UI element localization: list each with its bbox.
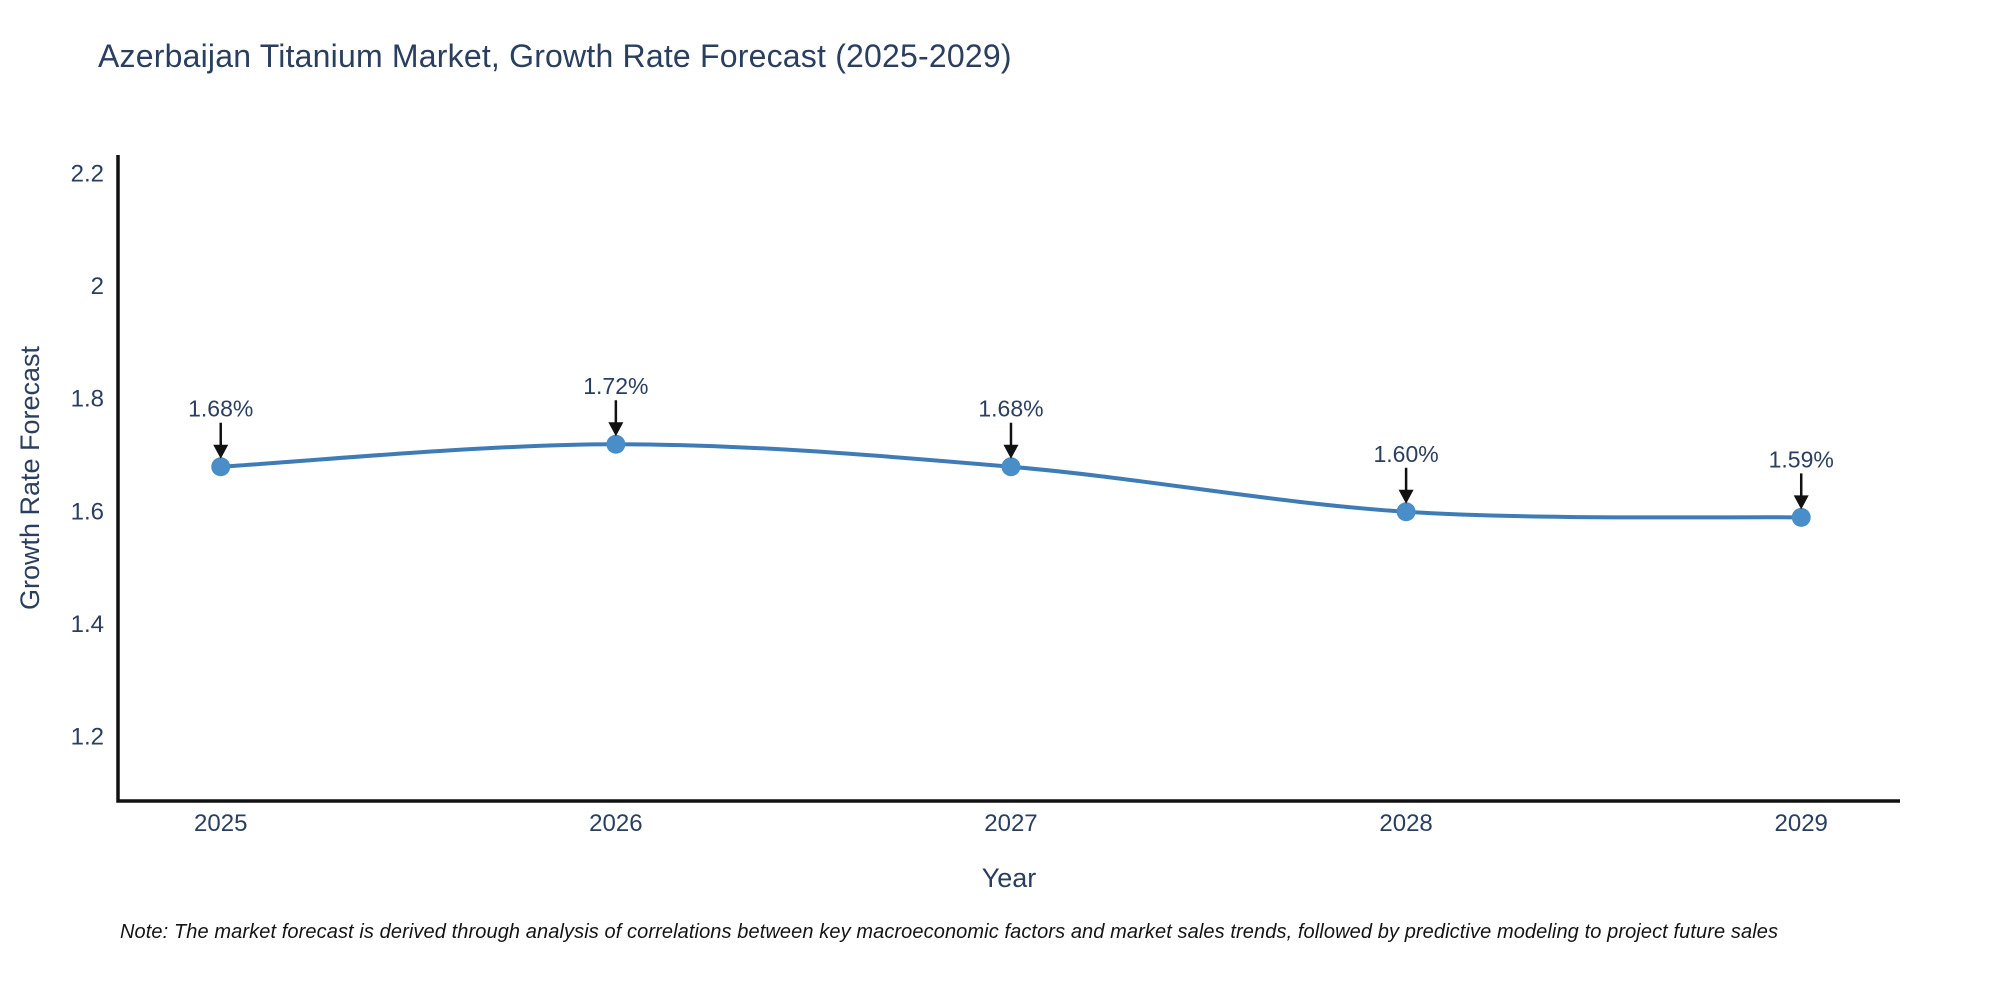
y-tick-label: 1.2 xyxy=(71,723,104,750)
x-tick-label: 2026 xyxy=(589,810,642,837)
x-tick-label: 2029 xyxy=(1775,810,1828,837)
axis-spines xyxy=(116,155,1900,803)
annotation-arrow-head xyxy=(608,422,624,437)
data-point-label: 1.60% xyxy=(1373,441,1438,467)
data-point-label: 1.68% xyxy=(978,396,1043,422)
data-point-marker xyxy=(211,457,231,477)
x-tick-label: 2025 xyxy=(194,810,247,837)
y-tick-label: 1.8 xyxy=(71,386,104,413)
y-axis-title: Growth Rate Forecast xyxy=(15,345,45,610)
x-tick-label: 2028 xyxy=(1379,810,1432,837)
footnote-text: Note: The market forecast is derived thr… xyxy=(120,921,1779,943)
data-point-label: 1.68% xyxy=(188,396,253,422)
annotation-arrow-head xyxy=(1398,489,1414,504)
data-point-marker xyxy=(1396,502,1416,522)
x-tick-label: 2027 xyxy=(984,810,1037,837)
data-point-label: 1.72% xyxy=(583,373,648,399)
data-point-label: 1.59% xyxy=(1769,446,1834,472)
x-axis-title: Year xyxy=(982,863,1037,893)
data-point-marker xyxy=(1791,507,1811,527)
y-tick-label: 1.4 xyxy=(71,611,104,638)
annotation-arrow-head xyxy=(213,444,229,459)
data-point-marker xyxy=(1001,457,1021,477)
annotation-arrow-head xyxy=(1003,444,1019,459)
annotation-arrow-head xyxy=(1793,495,1809,510)
y-tick-label: 2 xyxy=(91,273,104,300)
data-point-marker xyxy=(606,434,626,454)
chart-title: Azerbaijan Titanium Market, Growth Rate … xyxy=(98,38,1012,74)
y-tick-label: 2.2 xyxy=(71,161,104,188)
y-tick-label: 1.6 xyxy=(71,498,104,525)
